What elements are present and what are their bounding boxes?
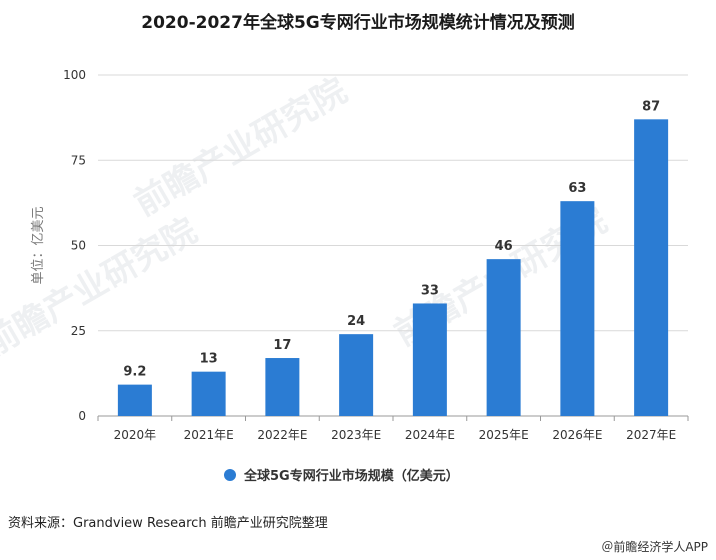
chart-title: 2020-2027年全球5G专网行业市场规模统计情况及预测 [141, 13, 575, 33]
data-label: 46 [495, 239, 513, 254]
bar [191, 371, 226, 416]
bar [265, 358, 300, 416]
data-label: 24 [347, 314, 365, 329]
data-label: 17 [273, 338, 291, 353]
legend-marker [224, 469, 236, 481]
source-note: 资料来源：Grandview Research 前瞻产业研究院整理 [8, 516, 328, 531]
y-tick-label: 75 [71, 153, 86, 167]
x-tick-label: 2025年E [479, 428, 529, 442]
x-tick-label: 2020年 [114, 428, 157, 442]
data-label: 33 [421, 283, 439, 298]
y-tick-label: 100 [63, 68, 86, 82]
brand-label: ＠前瞻经济学人APP [601, 540, 708, 554]
legend-label: 全球5G专网行业市场规模（亿美元） [243, 468, 459, 484]
data-label: 9.2 [123, 365, 146, 380]
bar [117, 384, 152, 416]
x-tick-label: 2023年E [331, 428, 381, 442]
y-tick-label: 25 [71, 324, 86, 338]
x-tick-label: 2027年E [626, 428, 676, 442]
bar [634, 119, 669, 416]
y-tick-label: 50 [71, 239, 86, 253]
data-label: 13 [200, 352, 218, 367]
bar [339, 334, 374, 416]
data-label: 87 [642, 99, 660, 114]
bar [486, 259, 521, 416]
x-tick-label: 2021年E [184, 428, 234, 442]
x-tick-label: 2022年E [257, 428, 307, 442]
x-tick-label: 2024年E [405, 428, 455, 442]
data-label: 63 [568, 181, 586, 196]
x-tick-label: 2026年E [552, 428, 602, 442]
bar [560, 201, 595, 416]
bar [412, 303, 447, 416]
bar-chart: 0 25 50 75 100 单位：亿美元 9.2 2020年 13 2021年E 17 2022年E… [31, 68, 689, 484]
y-tick-label: 0 [78, 409, 86, 423]
y-axis-title: 单位：亿美元 [31, 206, 46, 284]
